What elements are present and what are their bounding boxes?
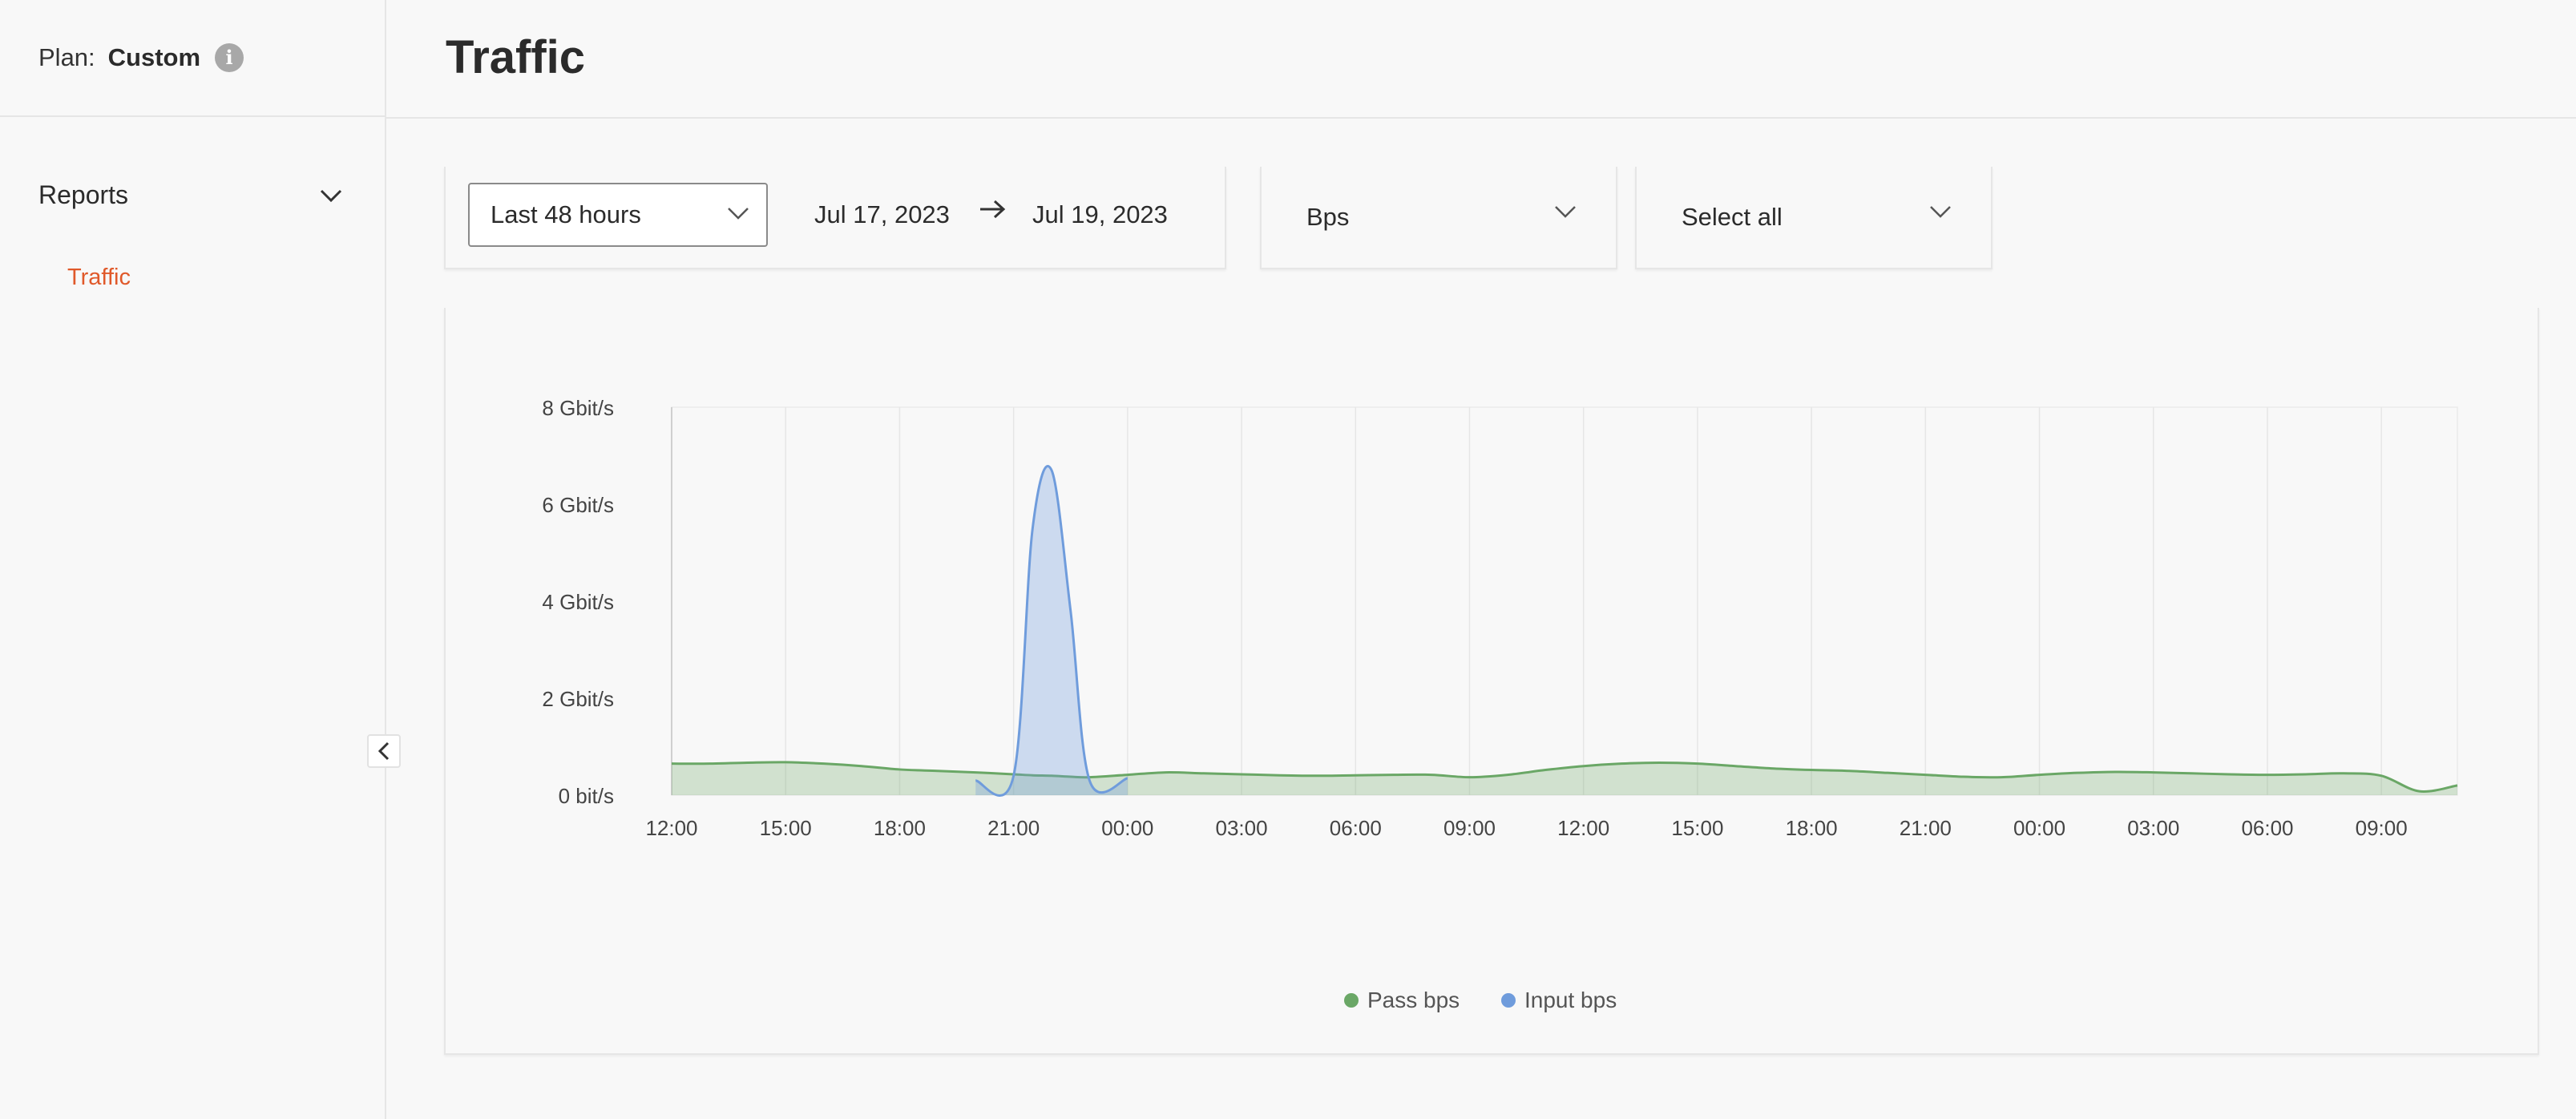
- y-tick-label: 6 Gbit/s: [542, 493, 614, 517]
- unit-value: Bps: [1306, 203, 1350, 231]
- chevron-down-icon: [1930, 206, 1951, 218]
- x-tick-label: 12:00: [1557, 816, 1609, 840]
- plot-frame: [671, 406, 2458, 796]
- x-tick-label: 03:00: [2127, 816, 2179, 840]
- legend-marker: [1344, 993, 1359, 1008]
- sidebar-section-label: Reports: [38, 180, 129, 209]
- y-tick-label: 2 Gbit/s: [542, 687, 614, 711]
- page-header: Traffic: [386, 0, 2576, 119]
- traffic-chart: 8 Gbit/s6 Gbit/s4 Gbit/s2 Gbit/s0 bit/s …: [542, 396, 2458, 1012]
- y-tick-label: 0 bit/s: [559, 784, 614, 808]
- y-tick-label: 4 Gbit/s: [542, 590, 614, 614]
- sidebar-section-reports[interactable]: Reports: [38, 180, 343, 210]
- x-tick-label: 15:00: [1671, 816, 1723, 840]
- x-tick-label: 18:00: [874, 816, 926, 840]
- series-line-1: [975, 465, 1129, 797]
- x-tick-label: 06:00: [1330, 816, 1382, 840]
- x-tick-label: 21:00: [1900, 816, 1952, 840]
- page-title: Traffic: [446, 31, 586, 83]
- unit-select[interactable]: Bps: [1262, 167, 1616, 268]
- chevron-down-icon: [1555, 206, 1576, 218]
- plan-info: Plan: Custom i: [0, 0, 385, 117]
- x-tick-label: 00:00: [2013, 816, 2065, 840]
- time-range-value: Last 48 hours: [491, 200, 641, 228]
- selection-select[interactable]: Select all: [1637, 167, 1991, 268]
- x-tick-label: 15:00: [760, 816, 812, 840]
- x-tick-label: 03:00: [1216, 816, 1268, 840]
- series-area-1: [975, 466, 1128, 796]
- chart-card: 8 Gbit/s 6 Gbit/s 4 Gbit/s 2 Gbit/s 0 bit/s …: [444, 308, 2539, 1055]
- y-axis: 8 Gbit/s 6 Gbit/s 4 Gbit/s 2 Gbit/s 0 bit/s: [542, 396, 614, 808]
- chart-series: [671, 465, 2458, 797]
- legend-label: Input bps: [1524, 988, 1617, 1012]
- chart-grid: [671, 406, 2458, 796]
- chevron-down-icon: [728, 208, 749, 220]
- x-tick-label: 00:00: [1101, 816, 1153, 840]
- date-to[interactable]: Jul 19, 2023: [1032, 200, 1168, 228]
- legend-marker: [1501, 993, 1516, 1008]
- chevron-down-icon: [320, 189, 342, 202]
- x-tick-label: 21:00: [987, 816, 1040, 840]
- arrow-right-icon: [980, 200, 1006, 219]
- y-tick-label: 8 Gbit/s: [542, 396, 614, 420]
- plan-label: Plan:: [38, 43, 95, 71]
- x-tick-label: 06:00: [2241, 816, 2293, 840]
- sidebar-item-traffic[interactable]: Traffic: [67, 265, 131, 290]
- x-tick-label: 09:00: [2356, 816, 2408, 840]
- series-area-0: [672, 761, 2457, 795]
- date-from[interactable]: Jul 17, 2023: [814, 200, 950, 228]
- x-tick-label: 18:00: [1786, 816, 1838, 840]
- series-line-0: [671, 761, 2458, 793]
- selection-card: Select all: [1635, 167, 1993, 269]
- sidebar: Plan: Custom i Reports Traffic: [0, 0, 386, 1119]
- chart-legend: Pass bps Input bps: [1344, 988, 1617, 1012]
- chevron-left-icon: [378, 741, 390, 761]
- sidebar-collapse-button[interactable]: [367, 734, 401, 768]
- unit-card: Bps: [1260, 167, 1617, 269]
- info-icon[interactable]: i: [215, 43, 244, 72]
- x-tick-label: 09:00: [1443, 816, 1496, 840]
- x-tick-label: 12:00: [645, 816, 697, 840]
- legend-label: Pass bps: [1367, 988, 1460, 1012]
- plan-value: Custom: [107, 43, 201, 71]
- selection-value: Select all: [1682, 203, 1783, 231]
- time-range-select[interactable]: Last 48 hours: [468, 183, 768, 247]
- time-range-card: Last 48 hours Jul 17, 2023 Jul 19, 2023: [444, 167, 1226, 269]
- x-axis: 12:00 15:00 18:00 21:00 00:00 03:00 06:00 09:00…: [645, 816, 2407, 840]
